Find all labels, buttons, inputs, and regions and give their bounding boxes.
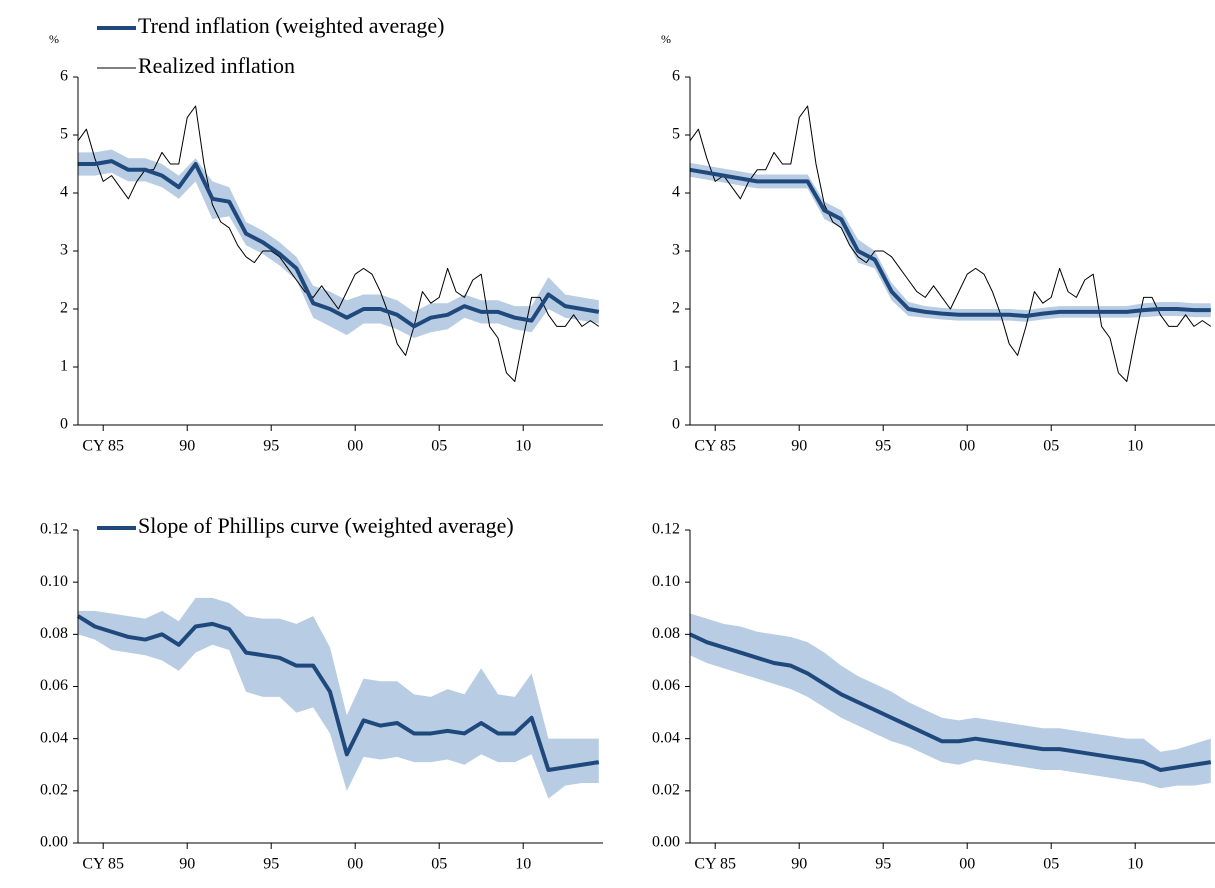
y-tick-label: 2	[60, 300, 68, 317]
y-tick-label: 0.02	[40, 782, 68, 799]
y-tick-label: 0.06	[40, 677, 68, 694]
x-tick-label: 90	[179, 438, 195, 455]
series-line	[78, 159, 600, 329]
y-tick-label: 6	[672, 68, 680, 85]
y-tick-label: 0.04	[40, 729, 68, 746]
y-tick-label: 0.10	[40, 573, 68, 590]
y-tick-label: 0.00	[652, 834, 680, 851]
x-tick-label: 00	[347, 856, 363, 873]
confidence-band	[690, 613, 1211, 789]
x-tick-label: 00	[347, 438, 363, 455]
x-tick-label: 05	[431, 438, 447, 455]
series-line	[77, 105, 600, 382]
y-tick-label: 0.10	[652, 573, 680, 590]
y-tick-label: 5	[60, 126, 68, 143]
y-tick-label: 3	[60, 242, 68, 259]
x-tick-label: 05	[431, 856, 447, 873]
y-tick-label: 3	[672, 242, 680, 259]
y-tick-label: 0.04	[652, 729, 680, 746]
x-tick-label: 90	[179, 856, 195, 873]
x-tick-label: 90	[791, 856, 807, 873]
confidence-band	[78, 597, 599, 799]
x-tick-label: 10	[515, 438, 531, 455]
x-tick-label: 95	[875, 438, 891, 455]
x-tick-label: CY 85	[82, 438, 124, 455]
x-tick-label: 95	[263, 438, 279, 455]
y-tick-label: 5	[672, 126, 680, 143]
y-tick-label: 0.06	[652, 677, 680, 694]
x-tick-label: 95	[263, 856, 279, 873]
y-tick-label: 4	[672, 184, 680, 201]
y-unit: %	[661, 32, 671, 46]
x-tick-label: 00	[959, 856, 975, 873]
series-line	[689, 632, 1212, 772]
confidence-band	[78, 149, 599, 338]
y-tick-label: 6	[60, 68, 68, 85]
y-tick-label: 1	[672, 358, 680, 375]
y-tick-label: 0.08	[652, 625, 680, 642]
x-tick-label: CY 85	[694, 438, 736, 455]
x-tick-label: 05	[1043, 856, 1059, 873]
x-tick-label: 90	[791, 438, 807, 455]
x-tick-label: 95	[875, 856, 891, 873]
x-tick-label: 10	[1127, 856, 1143, 873]
legend-label: Slope of Phillips curve (weighted averag…	[138, 513, 514, 538]
x-tick-label: 00	[959, 438, 975, 455]
x-tick-label: CY 85	[694, 856, 736, 873]
y-tick-label: 0	[60, 416, 68, 433]
y-tick-label: 0.00	[40, 834, 68, 851]
y-tick-label: 0.12	[652, 521, 680, 538]
x-tick-label: 10	[1127, 438, 1143, 455]
y-tick-label: 2	[672, 300, 680, 317]
x-tick-label: 10	[515, 856, 531, 873]
y-tick-label: 0.02	[652, 782, 680, 799]
y-tick-label: 0.12	[40, 521, 68, 538]
series-line	[76, 614, 600, 772]
x-tick-label: 05	[1043, 438, 1059, 455]
y-tick-label: 0.08	[40, 625, 68, 642]
y-tick-label: 0	[672, 416, 680, 433]
legend-label: Trend inflation (weighted average)	[138, 13, 444, 38]
series-line	[689, 105, 1212, 382]
x-tick-label: CY 85	[82, 856, 124, 873]
legend-label: Realized inflation	[138, 53, 295, 78]
y-tick-label: 4	[60, 184, 68, 201]
confidence-band	[690, 162, 1211, 322]
y-tick-label: 1	[60, 358, 68, 375]
y-unit: %	[49, 32, 59, 46]
series-line	[689, 167, 1211, 318]
